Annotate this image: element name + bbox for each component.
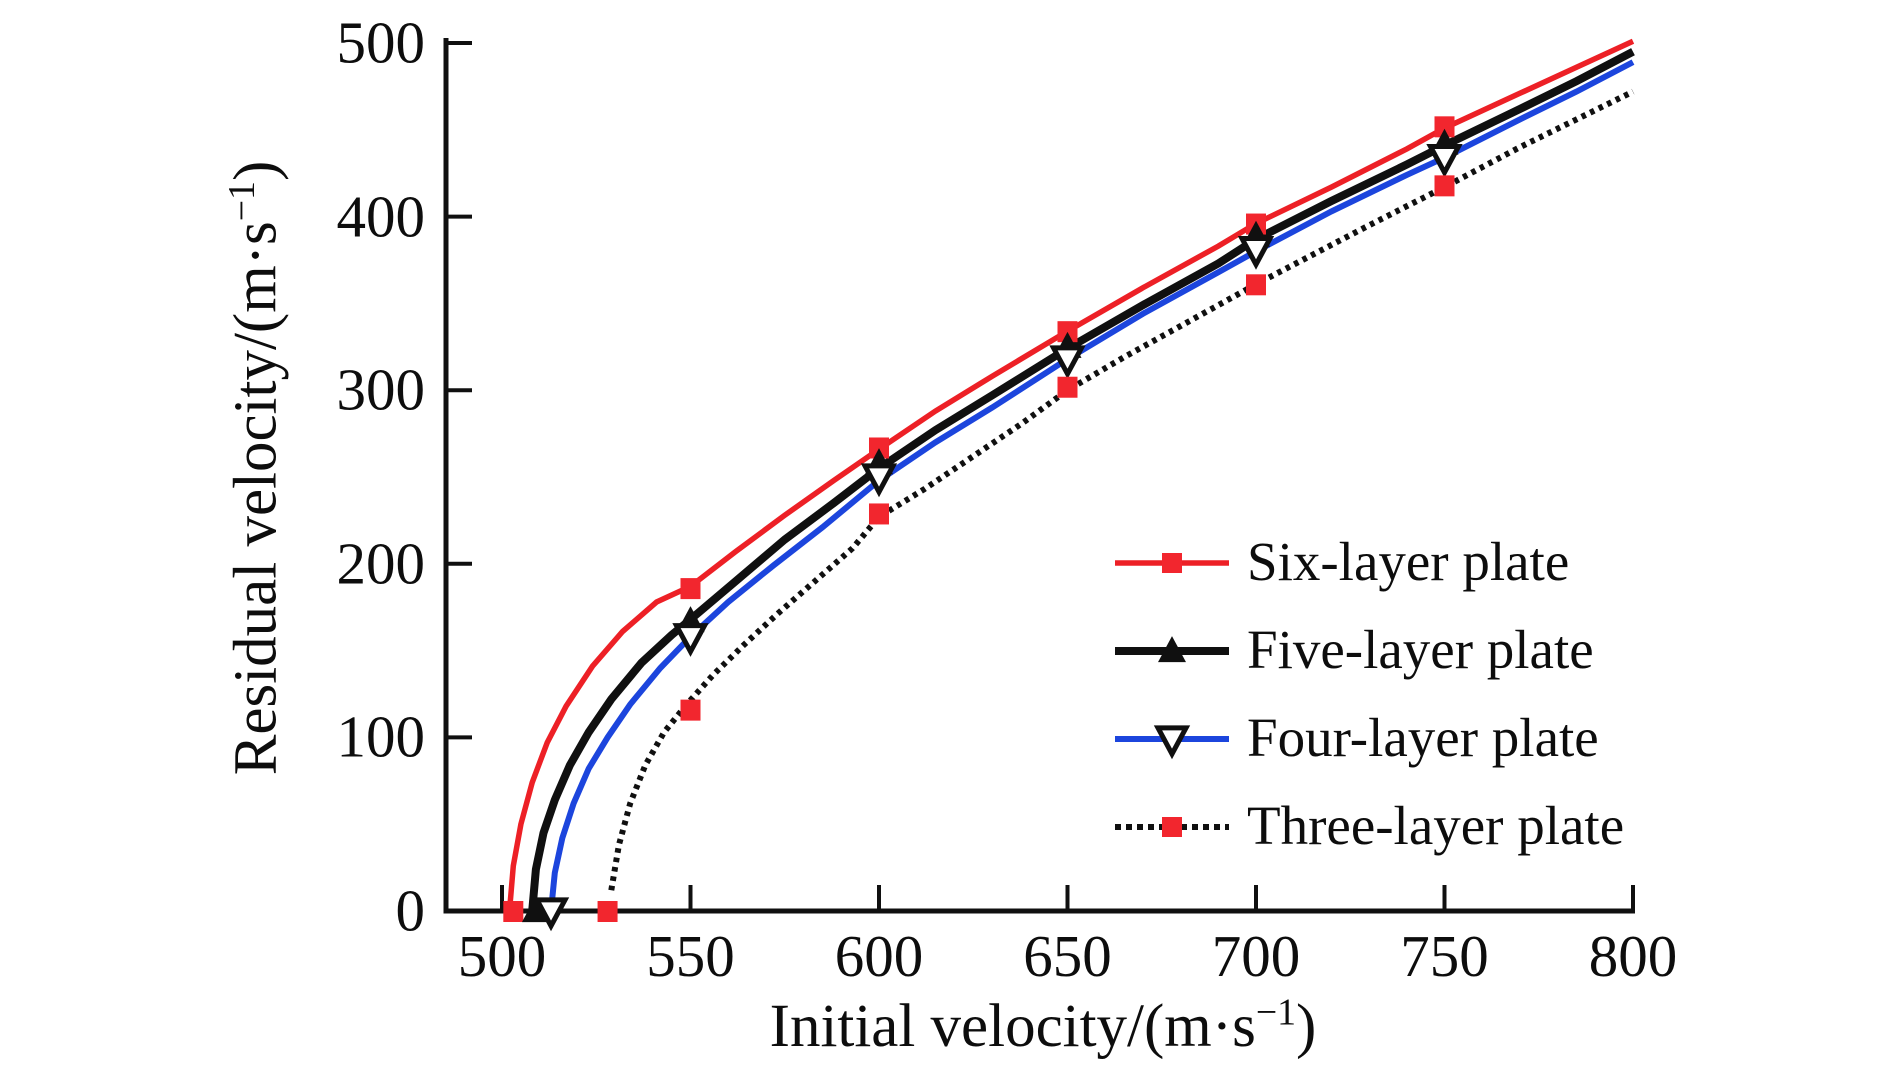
- x-tick-label-650: 650: [1023, 923, 1112, 989]
- y-tick-label-400: 400: [336, 183, 426, 250]
- marker-triangle-down-open: [532, 897, 570, 932]
- marker-square: [680, 578, 701, 600]
- x-tick-label-800: 800: [1588, 923, 1678, 989]
- legend-label-three-layer-plate: Three-layer plate: [1247, 794, 1625, 856]
- x-tick-label-550: 550: [646, 923, 735, 989]
- marker-triangle-down-open: [672, 623, 709, 657]
- marker-triangle-down-open: [860, 463, 898, 498]
- y-tick-label-0: 0: [395, 877, 426, 944]
- legend-label-four-layer-plate: Four-layer plate: [1247, 706, 1599, 768]
- legend-item-six-layer-plate: Six-layer plate: [1113, 532, 1624, 594]
- marker-triangle-down-open: [1049, 345, 1086, 380]
- x-tick-label-700: 700: [1211, 923, 1301, 989]
- marker-square: [1057, 321, 1078, 343]
- y-axis-title-superscript: −1: [221, 181, 264, 222]
- legend-marker-three-layer-plate: [1162, 817, 1182, 837]
- y-axis-title-suffix: ): [222, 160, 290, 182]
- legend-label-five-layer-plate: Five-layer plate: [1247, 618, 1594, 680]
- legend-item-five-layer-plate: Five-layer plate: [1113, 620, 1624, 682]
- legend-icon-five-layer-plate: [1115, 636, 1229, 663]
- x-axis-title-suffix: ): [1296, 993, 1317, 1060]
- marker-square: [503, 901, 524, 922]
- x-tick-label-750: 750: [1400, 923, 1489, 989]
- y-axis-title: Residual velocity/(m·s−1): [221, 160, 290, 776]
- legend-marker-six-layer-plate: [1162, 553, 1182, 573]
- x-axis-title-text: Initial velocity/(m·s: [769, 993, 1256, 1060]
- y-tick-label-300: 300: [336, 356, 426, 423]
- y-tick-label-500: 500: [336, 9, 426, 76]
- marker-triangle-down-open: [1237, 236, 1275, 270]
- marker-square: [1246, 274, 1266, 296]
- marker-square: [1434, 175, 1455, 197]
- x-axis-title-superscript: −1: [1255, 991, 1297, 1034]
- marker-square: [1057, 376, 1078, 398]
- legend-item-four-layer-plate: Four-layer plate: [1113, 708, 1624, 770]
- curve-six-layer-plate: [506, 38, 1635, 912]
- legend: Six-layer plate Five-layer plate Four-laye…: [1113, 532, 1624, 884]
- legend-icon-six-layer-plate: [1115, 553, 1229, 573]
- legend-icon-three-layer-plate: [1115, 817, 1229, 837]
- marker-triangle-down-open: [1426, 143, 1463, 178]
- marker-square: [1434, 116, 1455, 138]
- marker-square: [680, 699, 701, 721]
- legend-marker-five-layer-plate: [1158, 636, 1186, 663]
- y-tick-label-200: 200: [336, 530, 426, 597]
- y-axis-title-text: Residual velocity/(m·s: [222, 221, 290, 776]
- y-tick-label-100: 100: [336, 703, 426, 770]
- curve-five-layer-plate: [528, 48, 1635, 912]
- curve-three-layer-plate: [608, 88, 1635, 891]
- legend-marker-four-layer-plate: [1153, 725, 1191, 760]
- marker-square: [869, 437, 889, 459]
- legend-icon-four-layer-plate: [1115, 725, 1229, 760]
- x-axis-title: Initial velocity/(m·s−1): [770, 993, 1317, 1060]
- x-tick-label-600: 600: [834, 923, 924, 989]
- marker-square: [869, 503, 889, 525]
- marker-square: [597, 901, 618, 922]
- axis-spines: [443, 38, 1635, 914]
- legend-item-three-layer-plate: Three-layer plate: [1113, 796, 1624, 858]
- legend-label-six-layer-plate: Six-layer plate: [1247, 530, 1570, 592]
- x-tick-label-500: 500: [457, 923, 547, 989]
